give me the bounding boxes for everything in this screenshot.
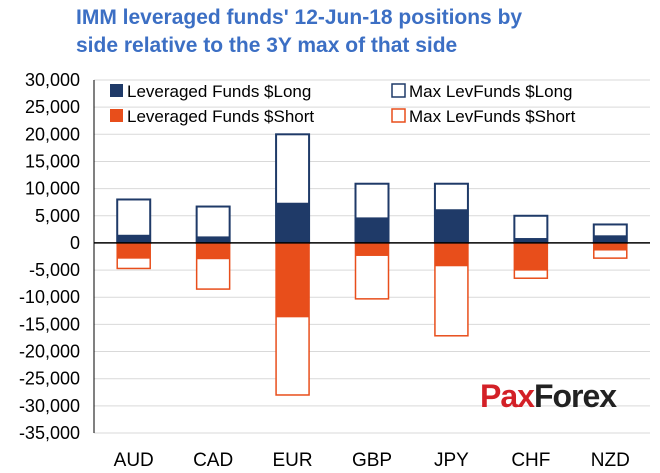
- bar-long-nzd: [593, 235, 627, 243]
- y-tick-label: -10,000: [19, 287, 80, 307]
- x-tick-label: CAD: [193, 450, 233, 471]
- watermark-part-2: Forex: [533, 378, 617, 414]
- x-tick-label: JPY: [434, 450, 469, 471]
- y-tick-label: 0: [70, 233, 80, 253]
- y-tick-label: 15,000: [25, 151, 80, 171]
- y-tick-label: 30,000: [25, 70, 80, 90]
- y-tick-label: -30,000: [19, 396, 80, 416]
- legend-swatch: [110, 84, 123, 97]
- bar-long-chf: [514, 238, 548, 243]
- y-tick-label: -35,000: [19, 423, 80, 443]
- legend-label: Max LevFunds $Short: [409, 107, 576, 126]
- bar-short-chf: [514, 242, 548, 271]
- chart-title-line-1: IMM leveraged funds' 12-Jun-18 positions…: [76, 6, 523, 29]
- x-tick-label: EUR: [273, 450, 313, 471]
- bar-short-cad: [196, 242, 230, 260]
- legend-label: Leveraged Funds $Short: [127, 107, 314, 126]
- legend-label: Max LevFunds $Long: [409, 82, 573, 101]
- legend-swatch: [391, 83, 406, 98]
- legend-swatch: [110, 109, 123, 122]
- y-tick-label: 5,000: [35, 206, 80, 226]
- bar-long-aud: [117, 234, 151, 243]
- bar-long-cad: [196, 236, 230, 243]
- chart-title-line-2: side relative to the 3Y max of that side: [76, 34, 458, 57]
- y-tick-label: -5,000: [29, 260, 80, 280]
- y-tick-label: 10,000: [25, 179, 80, 199]
- bar-short-aud: [117, 242, 151, 259]
- watermark-part-1: Pax: [480, 378, 535, 414]
- legend-swatch: [391, 108, 406, 123]
- x-tick-label: CHF: [511, 450, 550, 471]
- bar-long-eur: [276, 202, 310, 243]
- bar-long-gbp: [355, 217, 389, 243]
- y-tick-label: 20,000: [25, 124, 80, 144]
- bar-short-jpy: [434, 242, 468, 267]
- bar-short-nzd: [593, 242, 627, 251]
- x-tick-label: NZD: [591, 450, 630, 471]
- bar-long-jpy: [434, 209, 468, 243]
- y-tick-label: 25,000: [25, 97, 80, 117]
- bar-short-eur: [276, 242, 310, 318]
- chart-title: IMM leveraged funds' 12-Jun-18 positions…: [76, 4, 656, 60]
- bar-short-gbp: [355, 242, 389, 256]
- x-tick-label: GBP: [352, 450, 392, 471]
- y-tick-label: -15,000: [19, 314, 80, 334]
- x-tick-label: AUD: [114, 450, 154, 471]
- legend-label: Leveraged Funds $Long: [127, 82, 311, 101]
- paxforex-watermark-logo: PaxForex: [480, 378, 617, 415]
- y-tick-label: -25,000: [19, 369, 80, 389]
- y-tick-label: -20,000: [19, 342, 80, 362]
